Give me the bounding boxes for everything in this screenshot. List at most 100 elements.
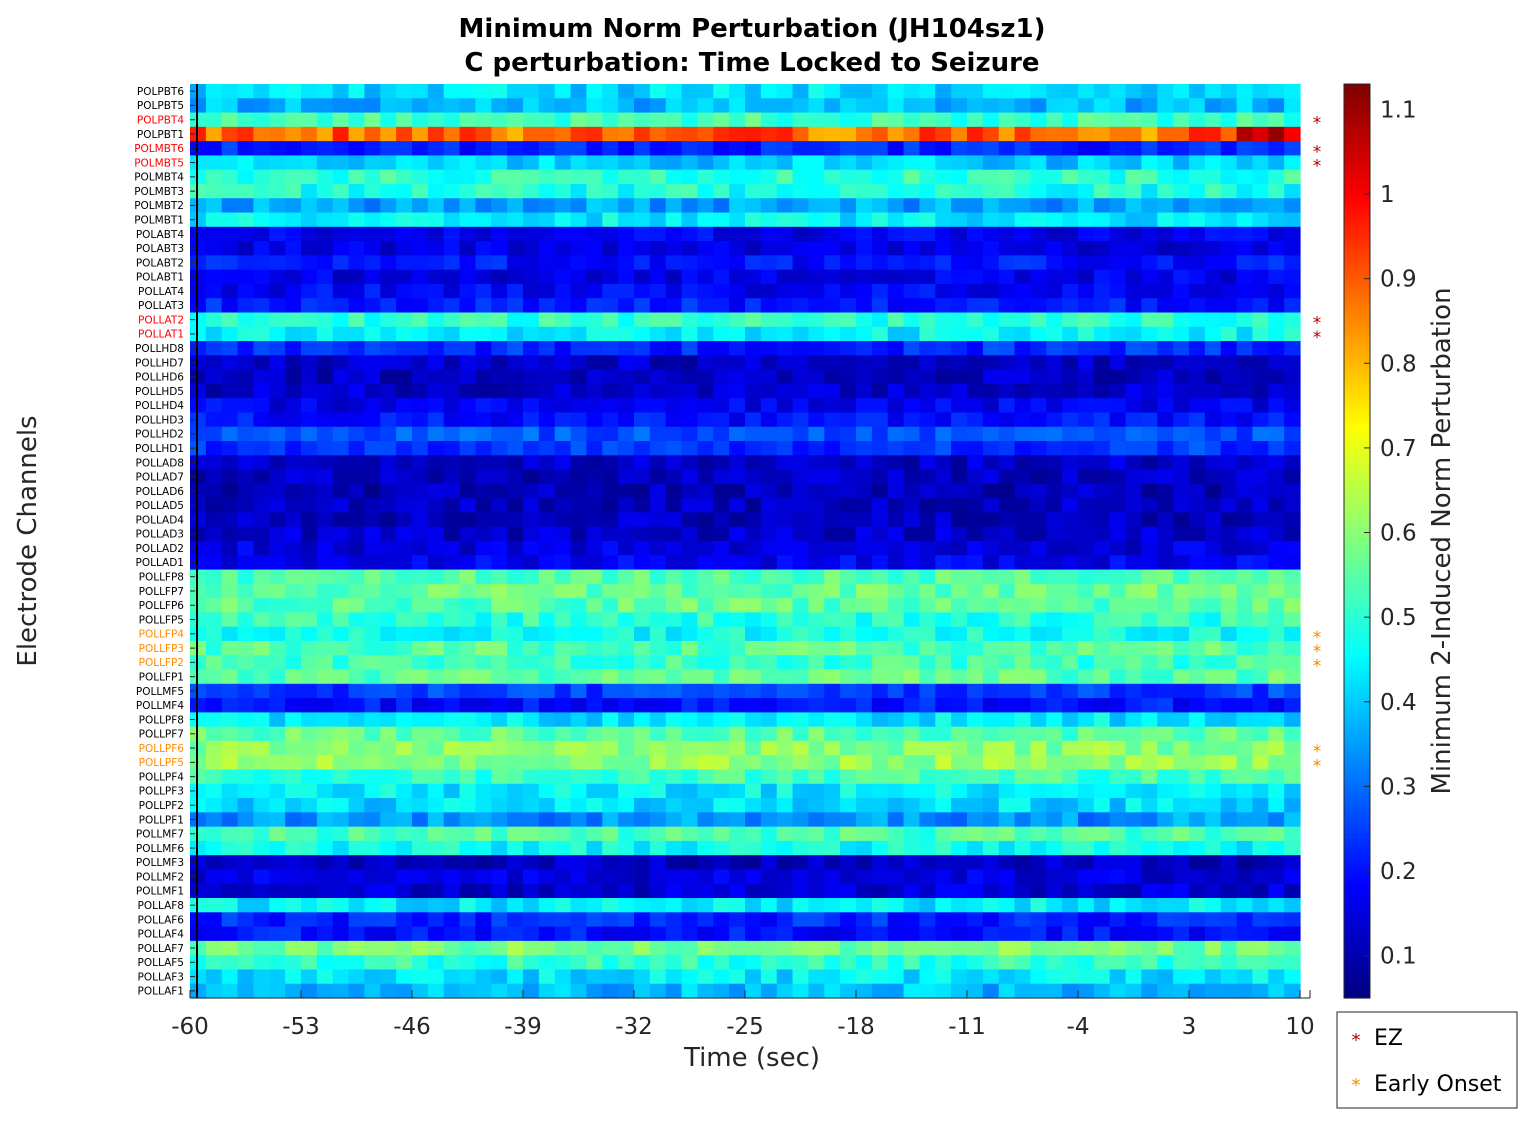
heatmap-cell bbox=[317, 170, 333, 185]
heatmap-cell bbox=[1284, 227, 1300, 242]
heatmap-cell bbox=[951, 298, 967, 313]
heatmap-cell bbox=[872, 684, 888, 699]
colorbar-segment bbox=[1344, 733, 1370, 738]
heatmap-cell bbox=[1141, 198, 1157, 213]
heatmap-cell bbox=[919, 227, 935, 242]
heatmap-cell bbox=[1237, 298, 1253, 313]
heatmap-cell bbox=[824, 441, 840, 456]
heatmap-cell bbox=[967, 198, 983, 213]
heatmap-cell bbox=[697, 84, 713, 99]
heatmap-cell bbox=[1252, 327, 1268, 342]
heatmap-cell bbox=[412, 284, 428, 299]
heatmap-cell bbox=[364, 455, 380, 470]
heatmap-cell bbox=[380, 884, 396, 899]
heatmap-cell bbox=[808, 284, 824, 299]
heatmap-cell bbox=[1062, 241, 1078, 256]
heatmap-cell bbox=[666, 912, 682, 927]
heatmap-cell bbox=[269, 470, 285, 485]
heatmap-cell bbox=[999, 241, 1015, 256]
heatmap-cell bbox=[666, 327, 682, 342]
colorbar-segment bbox=[1344, 610, 1370, 615]
heatmap-cell bbox=[301, 955, 317, 970]
heatmap-cell bbox=[1046, 884, 1062, 899]
heatmap-cell bbox=[222, 327, 238, 342]
heatmap-cell bbox=[507, 270, 523, 285]
heatmap-cell bbox=[1284, 855, 1300, 870]
heatmap-cell bbox=[650, 627, 666, 642]
heatmap-cell bbox=[396, 612, 412, 627]
heatmap-cell bbox=[1046, 598, 1062, 613]
heatmap-cell bbox=[682, 641, 698, 656]
heatmap-cell bbox=[1221, 798, 1237, 813]
heatmap-cell bbox=[1268, 498, 1284, 513]
heatmap-cell bbox=[412, 384, 428, 399]
heatmap-cell bbox=[1268, 912, 1284, 927]
heatmap-cell bbox=[1221, 869, 1237, 884]
heatmap-cell bbox=[1141, 527, 1157, 542]
channel-label: POLMBT3 bbox=[134, 186, 184, 198]
heatmap-cell bbox=[602, 512, 618, 527]
heatmap-cell bbox=[1062, 555, 1078, 570]
heatmap-cell bbox=[1157, 784, 1173, 799]
heatmap-cell bbox=[904, 370, 920, 385]
heatmap-cell bbox=[777, 241, 793, 256]
heatmap-cell bbox=[935, 355, 951, 370]
heatmap-cell bbox=[412, 798, 428, 813]
heatmap-cell bbox=[618, 127, 634, 142]
heatmap-cell bbox=[824, 155, 840, 170]
heatmap-cell bbox=[682, 441, 698, 456]
heatmap-cell bbox=[1110, 612, 1126, 627]
heatmap-cell bbox=[396, 198, 412, 213]
heatmap-cell bbox=[951, 155, 967, 170]
heatmap-cell bbox=[428, 912, 444, 927]
heatmap-cell bbox=[396, 555, 412, 570]
heatmap-cell bbox=[586, 427, 602, 442]
heatmap-cell bbox=[206, 227, 222, 242]
heatmap-cell bbox=[1030, 555, 1046, 570]
heatmap-cell bbox=[317, 570, 333, 585]
heatmap-cell bbox=[253, 313, 269, 328]
heatmap-cell bbox=[1110, 527, 1126, 542]
heatmap-cell bbox=[238, 684, 254, 699]
heatmap-cell bbox=[745, 841, 761, 856]
colorbar-segment bbox=[1344, 313, 1370, 318]
heatmap-cell bbox=[872, 98, 888, 113]
heatmap-cell bbox=[1284, 827, 1300, 842]
heatmap-cell bbox=[824, 584, 840, 599]
heatmap-cell bbox=[618, 441, 634, 456]
heatmap-cell bbox=[919, 170, 935, 185]
heatmap-cell bbox=[666, 255, 682, 270]
heatmap-cell bbox=[713, 355, 729, 370]
heatmap-cell bbox=[1141, 955, 1157, 970]
heatmap-cell bbox=[206, 398, 222, 413]
heatmap-cell bbox=[253, 241, 269, 256]
heatmap-cell bbox=[1110, 955, 1126, 970]
heatmap-cell bbox=[555, 198, 571, 213]
heatmap-cell bbox=[555, 955, 571, 970]
heatmap-cell bbox=[1046, 927, 1062, 942]
heatmap-cell bbox=[539, 898, 555, 913]
heatmap-cell bbox=[1062, 341, 1078, 356]
heatmap-cell bbox=[523, 170, 539, 185]
heatmap-cell bbox=[967, 355, 983, 370]
heatmap-cell bbox=[983, 727, 999, 742]
heatmap-cell bbox=[475, 512, 491, 527]
heatmap-cell bbox=[634, 741, 650, 756]
heatmap-cell bbox=[951, 427, 967, 442]
heatmap-cell bbox=[682, 412, 698, 427]
colorbar-segment bbox=[1344, 939, 1370, 944]
heatmap-cell bbox=[1141, 698, 1157, 713]
heatmap-cell bbox=[761, 884, 777, 899]
heatmap-cell bbox=[856, 470, 872, 485]
heatmap-cell bbox=[253, 284, 269, 299]
heatmap-cell bbox=[1094, 841, 1110, 856]
heatmap-cell bbox=[523, 141, 539, 156]
heatmap-cell bbox=[1126, 255, 1142, 270]
heatmap-cell bbox=[1126, 184, 1142, 199]
heatmap-cell bbox=[222, 955, 238, 970]
heatmap-cell bbox=[618, 555, 634, 570]
heatmap-cell bbox=[999, 284, 1015, 299]
heatmap-cell bbox=[586, 412, 602, 427]
heatmap-cell bbox=[983, 969, 999, 984]
heatmap-cell bbox=[1237, 984, 1253, 999]
